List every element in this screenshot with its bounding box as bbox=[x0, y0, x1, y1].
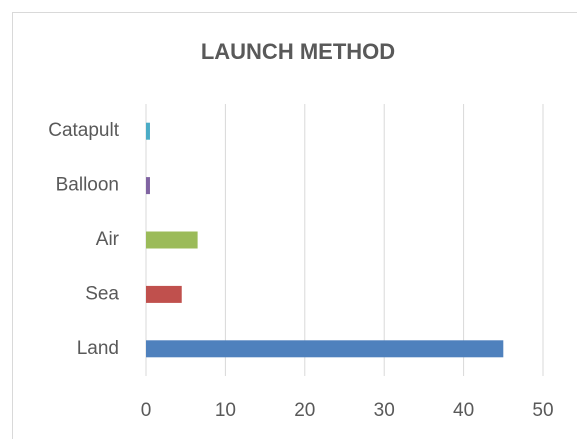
y-tick-label: Balloon bbox=[56, 175, 119, 196]
x-tick-label: 30 bbox=[374, 400, 395, 421]
chart-border bbox=[12, 12, 577, 439]
x-tick-label: 20 bbox=[294, 400, 315, 421]
bar bbox=[146, 340, 504, 358]
chart-title: LAUNCH METHOD bbox=[201, 39, 395, 64]
bar bbox=[146, 285, 182, 303]
x-tick-label: 50 bbox=[532, 400, 553, 421]
bar bbox=[146, 122, 150, 140]
x-tick-label: 0 bbox=[141, 400, 152, 421]
x-tick-label: 40 bbox=[453, 400, 474, 421]
y-tick-label: Catapult bbox=[48, 120, 119, 141]
y-tick-label: Land bbox=[77, 338, 119, 359]
bar bbox=[146, 231, 198, 249]
y-tick-label: Sea bbox=[85, 283, 119, 304]
bar bbox=[146, 177, 150, 195]
x-tick-label: 10 bbox=[215, 400, 236, 421]
y-tick-label: Air bbox=[96, 229, 120, 250]
